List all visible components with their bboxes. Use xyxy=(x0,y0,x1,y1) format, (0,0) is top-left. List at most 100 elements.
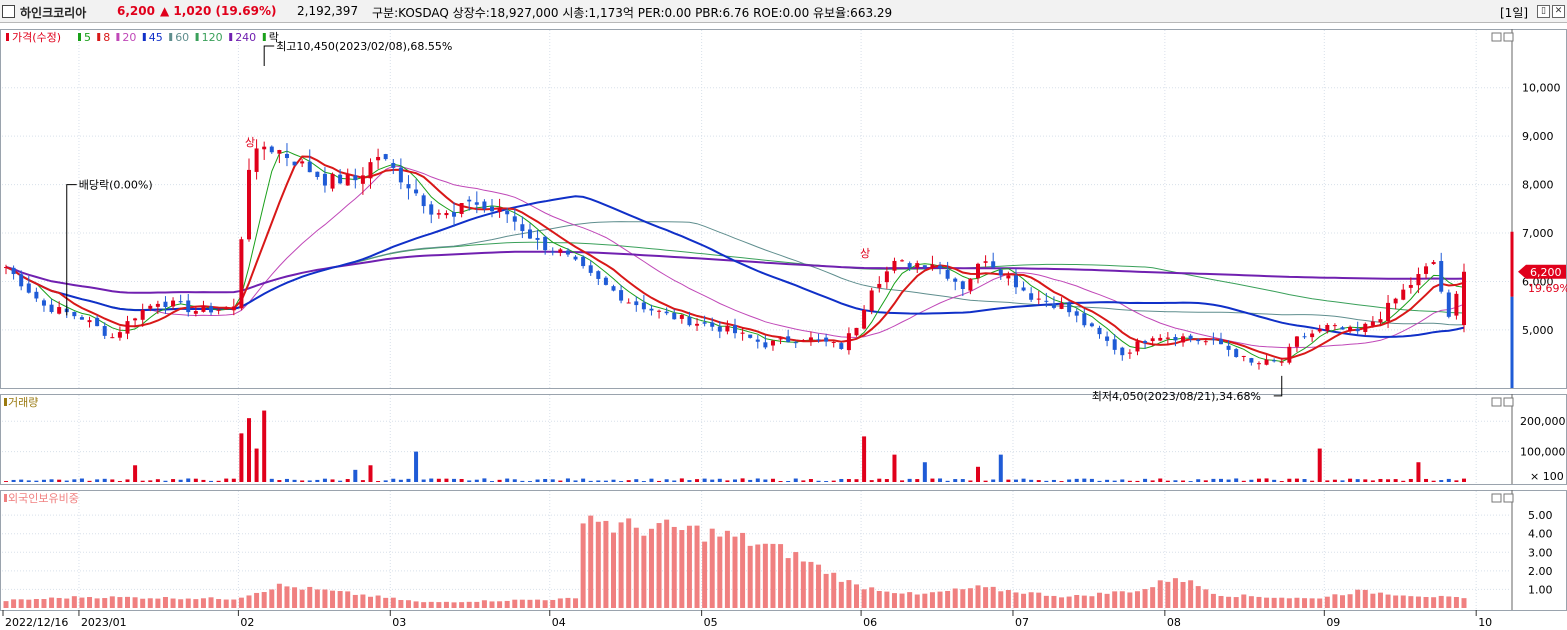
candle-body xyxy=(72,311,77,317)
foreign-bar xyxy=(466,601,472,608)
candle-body xyxy=(79,317,84,320)
volume-bar xyxy=(360,480,365,482)
foreign-bar xyxy=(626,518,632,608)
volume-bar xyxy=(1150,480,1155,482)
foreign-bar xyxy=(899,593,905,608)
volume-bar xyxy=(1378,478,1383,482)
close-icon[interactable]: ✕ xyxy=(1552,5,1565,18)
pane-close-icon xyxy=(1503,32,1514,42)
candle-body xyxy=(1317,328,1322,332)
volume-bar xyxy=(588,480,593,482)
volume-bar xyxy=(565,478,570,482)
foreign-bar xyxy=(1377,592,1383,608)
candle-body xyxy=(892,260,897,271)
foreign-bar xyxy=(1400,595,1406,608)
volume-bar xyxy=(1234,478,1239,482)
volume-bar xyxy=(1317,448,1322,482)
restore-icon[interactable]: ▯ xyxy=(1537,5,1550,18)
candle-body xyxy=(247,169,251,240)
candle-body xyxy=(1074,311,1079,316)
price-change: ▲ 1,020 (19.69%) xyxy=(160,4,277,18)
foreign-bar xyxy=(724,530,730,608)
volume-bar xyxy=(315,479,320,482)
foreign-bar xyxy=(717,536,723,608)
foreign-bar xyxy=(1355,589,1361,608)
period-selector[interactable]: [1일] xyxy=(1500,6,1529,20)
volume-tick-label: 200,000 xyxy=(1520,415,1566,428)
volume-bar xyxy=(733,479,737,482)
volume-bar xyxy=(209,480,214,482)
foreign-bar xyxy=(405,600,411,608)
volume-bar xyxy=(322,478,327,482)
candle-body xyxy=(922,265,927,268)
volume-bar xyxy=(1256,478,1261,482)
foreign-bar xyxy=(1005,590,1011,608)
chart-pane-1 xyxy=(0,29,1567,389)
foreign-bar xyxy=(664,519,670,608)
foreign-bar xyxy=(178,599,184,608)
foreign-swatch xyxy=(4,494,7,502)
foreign-bar xyxy=(436,602,442,608)
volume-bar xyxy=(1386,479,1391,482)
foreign-bar xyxy=(808,561,814,608)
volume-bar xyxy=(277,480,282,482)
volume-bar xyxy=(839,478,844,482)
volume-bar xyxy=(1310,480,1315,482)
candle-body xyxy=(1044,300,1049,302)
select-checkbox[interactable] xyxy=(2,5,15,18)
candle-body xyxy=(786,336,791,342)
candle-body xyxy=(292,161,297,166)
foreign-bar xyxy=(375,595,381,608)
high-marker-line xyxy=(263,45,275,66)
candle-body xyxy=(34,291,39,299)
candle-body xyxy=(953,278,958,282)
volume-bar xyxy=(641,481,646,482)
volume-bar xyxy=(664,479,669,482)
volume-bar xyxy=(1424,478,1429,482)
stock-name[interactable]: 하인크코리아 xyxy=(20,6,87,20)
foreign-bar xyxy=(527,599,533,608)
volume-swatch xyxy=(4,398,7,406)
volume-bar xyxy=(1370,480,1375,482)
foreign-bar xyxy=(337,591,343,608)
volume-bar xyxy=(330,479,335,482)
foreign-bar xyxy=(162,597,168,608)
candle-body xyxy=(87,320,92,323)
volume-bar xyxy=(915,479,920,482)
pane-close-icon xyxy=(1503,397,1514,407)
legend-item-3: 20 xyxy=(122,31,136,44)
foreign-bar xyxy=(314,589,320,608)
candle-body xyxy=(930,264,935,268)
volume-bar xyxy=(421,479,426,482)
volume-bar xyxy=(1294,478,1299,482)
foreign-bar xyxy=(679,530,685,608)
candle-body xyxy=(1013,275,1018,288)
foreign-bar xyxy=(1074,595,1080,608)
legend-swatch xyxy=(6,33,9,41)
candle-body xyxy=(429,204,434,215)
candle-body xyxy=(877,283,882,288)
current-price: 6,200 xyxy=(117,4,155,18)
foreign-bar xyxy=(1203,589,1209,608)
candle-body xyxy=(209,306,214,313)
foreign-bar xyxy=(648,528,654,608)
foreign-bar xyxy=(504,600,510,608)
volume-bar xyxy=(163,480,168,482)
foreign-bar xyxy=(117,597,123,608)
candle-body xyxy=(505,210,510,215)
foreign-bar xyxy=(1431,597,1437,608)
foreign-bar xyxy=(1256,596,1262,608)
volume-bar xyxy=(1439,480,1444,482)
foreign-bar xyxy=(1043,595,1049,608)
x-tick-label: 09 xyxy=(1326,616,1340,629)
volume-bar xyxy=(1272,479,1277,482)
candle-body xyxy=(1059,303,1064,309)
candle-body xyxy=(383,154,388,160)
candle-body xyxy=(763,342,768,348)
foreign-bar xyxy=(1248,596,1254,608)
foreign-bar xyxy=(869,587,875,608)
volume-bar xyxy=(1203,480,1208,482)
volume-bar xyxy=(535,479,540,482)
candle-body xyxy=(360,175,365,184)
